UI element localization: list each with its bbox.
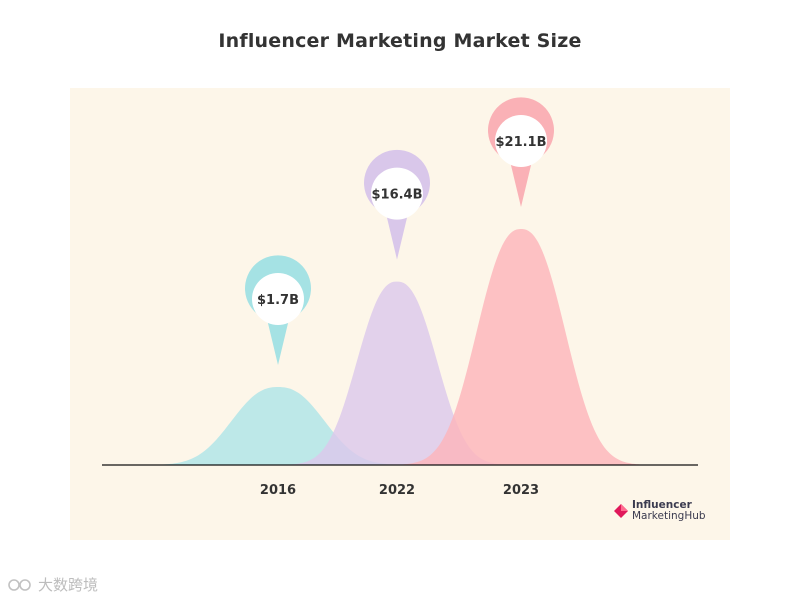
watermark: 大数跨境: [8, 574, 98, 595]
brand-line2: MarketingHub: [632, 510, 706, 522]
pin-inner-circle-2022: [371, 167, 423, 220]
watermark-text: 大数跨境: [38, 576, 99, 594]
value-pin-2016: $1.7B: [245, 255, 311, 365]
value-pins: $1.7B $16.4B $21.1B: [245, 97, 554, 365]
value-pin-2023: $21.1B: [488, 97, 554, 207]
brand-line1: Influencer: [632, 499, 692, 511]
data-label-2016: $1.7B: [257, 293, 299, 308]
brand-logo: Influencer MarketingHub: [614, 500, 706, 522]
data-label-2022: $16.4B: [371, 188, 422, 203]
curves-layer: [128, 229, 664, 465]
x-tick-labels: 2016 2022 2023: [260, 483, 539, 498]
value-pin-2022: $16.4B: [364, 149, 430, 260]
data-label-2023: $21.1B: [495, 135, 546, 150]
area-curve-2023: [378, 229, 664, 465]
area-curve-2022: [267, 281, 527, 465]
pin-inner-circle-2016: [252, 273, 304, 325]
x-tick-label-2022: 2022: [379, 483, 415, 498]
brand-mark-icon: [614, 504, 628, 518]
area-curve-2016: [128, 387, 428, 465]
watermark-logo-icon: [8, 578, 31, 591]
chart-title: Influencer Marketing Market Size: [218, 30, 582, 52]
x-tick-label-2016: 2016: [260, 483, 296, 498]
pin-inner-circle-2023: [495, 115, 547, 167]
x-tick-label-2023: 2023: [503, 483, 539, 498]
